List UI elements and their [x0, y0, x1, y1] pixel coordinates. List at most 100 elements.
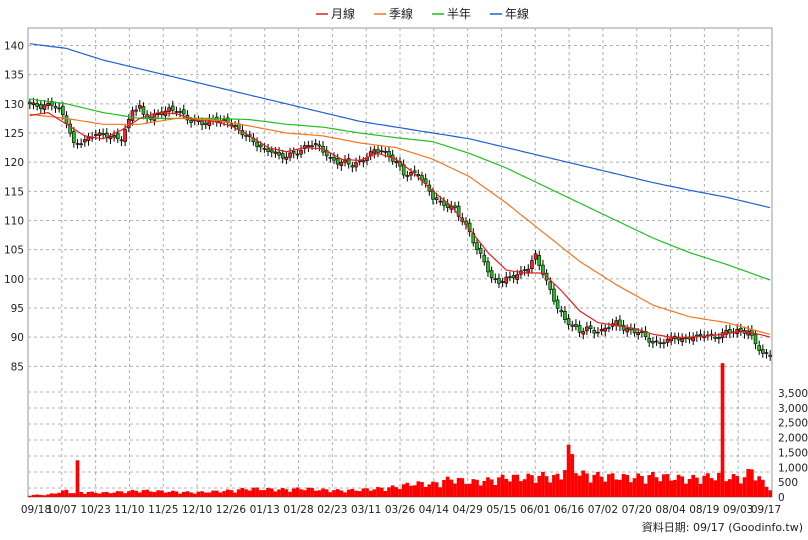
candle-body [387, 151, 391, 157]
x-tick-label: 12/10 [182, 504, 212, 516]
volume-bar [486, 477, 490, 497]
volume-bar [244, 489, 248, 497]
volume-bar [640, 475, 644, 497]
volume-bar [548, 482, 553, 497]
volume-bar [203, 492, 208, 497]
candle-body [379, 150, 384, 153]
volume-bar [357, 491, 362, 497]
volume-bar [163, 492, 168, 497]
candle-body [588, 325, 593, 329]
candle-body [574, 324, 578, 327]
candle-body [101, 133, 105, 136]
volume-bar [247, 490, 252, 497]
candle-body [570, 324, 575, 327]
candle-body [39, 104, 43, 109]
candle-body [288, 152, 292, 158]
candle-body [511, 275, 516, 279]
candle-body [592, 330, 597, 334]
volume-bar [383, 490, 388, 497]
volume-bar [680, 476, 685, 497]
candle-body [599, 329, 604, 332]
volume-bar [515, 474, 520, 497]
candle-body [306, 145, 311, 148]
volume-bar [709, 478, 714, 497]
volume-bar [137, 492, 142, 497]
volume-bar [277, 489, 281, 497]
candle-body [72, 131, 76, 143]
volume-bar [577, 475, 582, 497]
volume-bar [695, 477, 699, 497]
volume-bar [31, 494, 36, 497]
candle-body [552, 288, 556, 302]
candle-body [486, 261, 490, 273]
candle-body [376, 149, 380, 153]
candle-body [739, 328, 743, 332]
volume-bar [519, 481, 523, 497]
x-tick-label: 03/11 [351, 504, 381, 516]
volume-bar [280, 488, 285, 497]
candle-body [394, 161, 399, 164]
volume-bar [566, 444, 571, 497]
candle-body [585, 326, 589, 332]
candle-body [453, 205, 457, 208]
candle-body [500, 281, 505, 283]
volume-bar [145, 489, 149, 497]
volume-bar [115, 491, 120, 497]
volume-bar [324, 489, 329, 497]
legend-label: 月線 [331, 6, 355, 21]
volume-bar [614, 479, 619, 497]
candle-body [566, 318, 571, 325]
volume-bar [93, 492, 98, 497]
candle-body [658, 342, 663, 345]
price-tick-label: 90 [11, 332, 24, 344]
candle-body [603, 327, 608, 332]
candle-body [632, 328, 637, 334]
volume-bar [764, 486, 769, 497]
volume-bar [618, 479, 622, 497]
volume-bar [332, 490, 336, 497]
candle-body [372, 149, 377, 154]
candle-body [416, 174, 421, 176]
volume-bar [126, 491, 131, 497]
volume-bar [123, 493, 127, 497]
volume-bar [398, 489, 402, 497]
candle-body [724, 329, 728, 335]
price-tick-label: 100 [4, 274, 24, 286]
x-tick-label: 08/04 [655, 504, 686, 516]
volume-bar [75, 460, 80, 497]
candle-body [75, 143, 80, 145]
candle-body [291, 150, 296, 154]
candle-body [654, 340, 659, 343]
x-tick-label: 08/19 [689, 504, 719, 516]
volume-bar [390, 485, 395, 497]
volume-tick-label: 0 [778, 492, 785, 504]
volume-bar [343, 492, 347, 497]
x-tick-label: 05/15 [486, 504, 516, 516]
volume-bar [570, 454, 575, 497]
volume-bar [240, 487, 245, 497]
volume-bar [379, 487, 384, 497]
volume-bar [211, 490, 215, 497]
volume-bar [563, 470, 567, 497]
volume-tick-label: 3,000 [778, 403, 808, 415]
volume-bar [511, 474, 516, 497]
volume-bar [559, 479, 564, 497]
candle-body [504, 276, 509, 284]
volume-bar [225, 489, 230, 497]
price-tick-label: 125 [4, 128, 24, 140]
candle-body [607, 327, 611, 329]
volume-tick-label: 2,000 [778, 433, 808, 445]
candle-body [94, 134, 98, 136]
x-tick-label: 06/01 [520, 504, 550, 516]
volume-bar [28, 495, 32, 497]
volume-bar [662, 474, 666, 497]
candle-body [720, 332, 725, 339]
candle-body [28, 101, 32, 105]
volume-bar [478, 485, 483, 497]
candle-body [662, 342, 666, 345]
volume-bar [702, 475, 707, 497]
volume-bar [504, 478, 509, 497]
candle-body [409, 171, 413, 176]
volume-bar [258, 490, 263, 497]
price-tick-label: 95 [11, 303, 24, 315]
